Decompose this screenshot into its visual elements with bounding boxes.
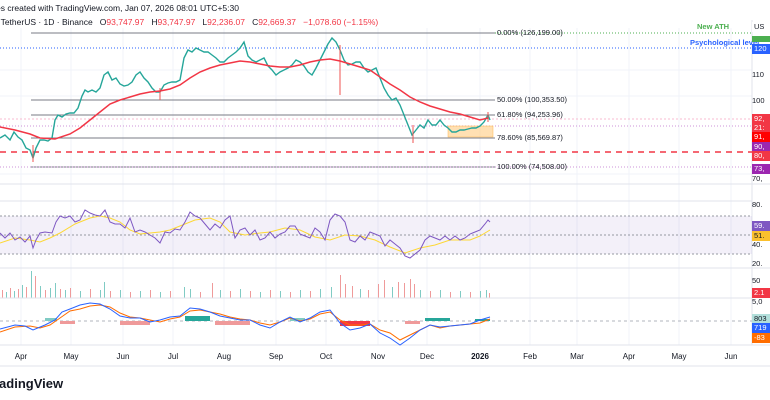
- tradingview-logo: radingView: [0, 376, 64, 391]
- time-label: Oct: [319, 352, 333, 361]
- high-label: H: [151, 17, 158, 27]
- macd-histogram: [45, 316, 490, 326]
- last-price-tag: 92,: [752, 114, 770, 124]
- time-label: Apr: [14, 352, 28, 361]
- close-label: C: [252, 17, 259, 27]
- rsi-tick: 20.: [752, 259, 763, 268]
- price-tick: 70,: [752, 174, 763, 183]
- time-label: Feb: [523, 352, 537, 361]
- currency-label[interactable]: US: [752, 22, 770, 32]
- high-value: 93,747.97: [157, 17, 196, 27]
- time-label: Jul: [167, 352, 179, 361]
- time-label: Apr: [622, 352, 636, 361]
- chart-created-line: es created with TradingView.com, Jan 07,…: [0, 3, 239, 13]
- level-price-tag: 90,: [752, 142, 770, 152]
- time-label: May: [63, 352, 79, 361]
- macd-line: [0, 302, 491, 346]
- rsi-line: [0, 209, 491, 259]
- open-label: O: [99, 17, 107, 27]
- low-label: L: [202, 17, 208, 27]
- macd-hist-tag: 803: [752, 314, 770, 324]
- time-label: Aug: [216, 352, 232, 361]
- ma-price-tag: 91,: [752, 132, 770, 142]
- rsi-tick: 40.: [752, 240, 763, 249]
- macd-value-tag: 719: [752, 323, 770, 333]
- time-label: Mar: [570, 352, 584, 361]
- consolidation-box[interactable]: [447, 125, 494, 138]
- new-ath-label: New ATH: [697, 22, 730, 31]
- moving-average-line[interactable]: [0, 58, 489, 140]
- rsi-tick: 80.: [752, 200, 763, 209]
- time-label: May: [671, 352, 687, 361]
- fibonacci-lines[interactable]: [31, 32, 495, 168]
- low-value: 92,236.07: [207, 17, 245, 27]
- ath-price-tag: [752, 36, 770, 42]
- volume-tick: 5,0: [752, 297, 763, 306]
- countdown-tag: 21:: [752, 123, 770, 133]
- fib-level-0: 0.00% (126,199.00): [497, 28, 563, 37]
- support-price-tag: 80,: [752, 151, 770, 161]
- fib-level-100: 100.00% (74,508.00): [497, 162, 568, 171]
- volume-value-tag: 2.1: [752, 288, 770, 298]
- close-value: 92,669.37: [258, 17, 297, 27]
- ohlc-legend: / TetherUS · 1D · Binance O93,747.97 H93…: [0, 17, 378, 27]
- fib-level-786: 78.60% (85,569.87): [497, 133, 563, 142]
- low-price-tag: 73,: [752, 164, 770, 174]
- price-tick: 110: [752, 70, 764, 79]
- time-label-year: 2026: [471, 352, 489, 361]
- psychological-level-label: Psychological level: [690, 38, 760, 47]
- rsi-ma-value-tag: 51.: [752, 231, 770, 241]
- time-label: Jun: [724, 352, 738, 361]
- fib-level-50: 50.00% (100,353.50): [497, 95, 568, 104]
- volume-tick: 50: [752, 276, 761, 285]
- time-label: Dec: [419, 352, 435, 361]
- signal-value-tag: -83: [752, 333, 770, 343]
- price-tick: 100: [752, 96, 765, 105]
- time-label: Jun: [116, 352, 130, 361]
- time-label: Sep: [268, 352, 284, 361]
- time-label: Nov: [370, 352, 386, 361]
- fib-level-618: 61.80% (94,253.96): [497, 110, 563, 119]
- volume-bars: [2, 271, 490, 298]
- grid: [0, 28, 752, 345]
- symbol-label[interactable]: / TetherUS · 1D · Binance: [0, 17, 93, 27]
- change-value: −1,078.60 (−1.15%): [303, 17, 379, 27]
- rsi-value-tag: 59.: [752, 221, 770, 231]
- rsi-ma-line: [0, 215, 491, 254]
- candlesticks: [0, 36, 491, 162]
- psych-price-tag: 120: [752, 44, 770, 54]
- open-value: 93,747.97: [106, 17, 145, 27]
